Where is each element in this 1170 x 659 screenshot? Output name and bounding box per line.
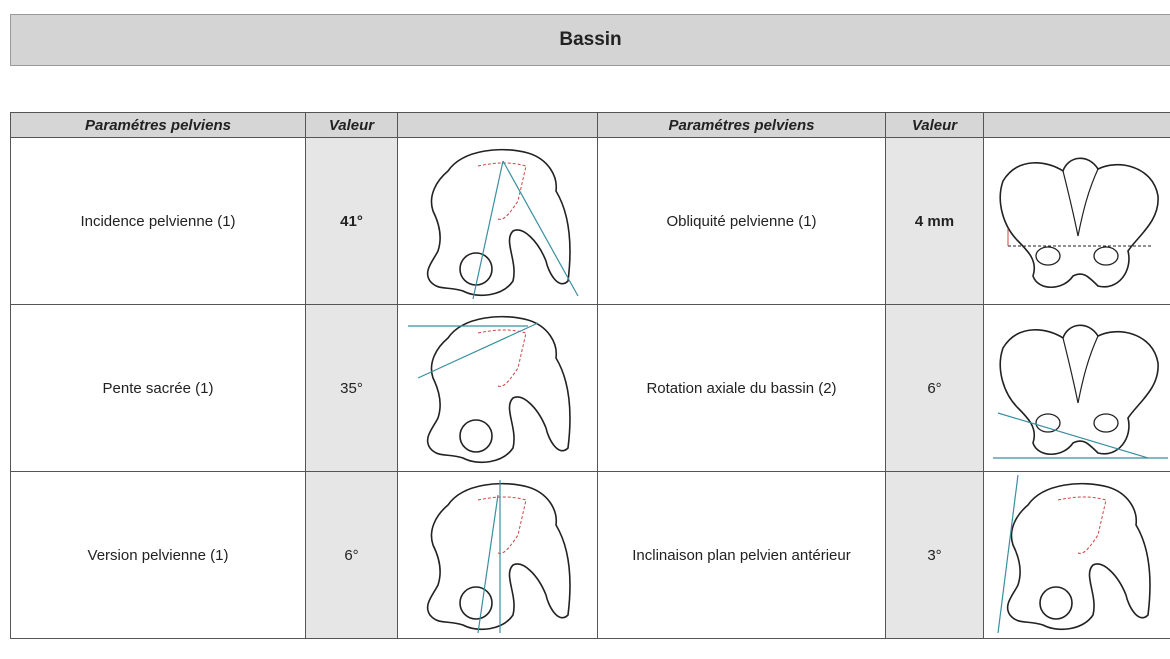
value: 3° xyxy=(885,471,984,639)
pelvis-sketch xyxy=(407,308,588,468)
image-header xyxy=(983,112,1170,138)
value: 41° xyxy=(305,137,398,305)
column-header: Valeur xyxy=(305,112,398,138)
image-cell xyxy=(397,304,598,472)
table-row: Incidence pelvienne (1) 41° Obliquité pe… xyxy=(10,137,1170,305)
image-header xyxy=(397,112,598,138)
pelvic-table: Paramétres pelviens Valeur Paramétres pe… xyxy=(10,112,1170,639)
pelvis-sketch xyxy=(993,308,1168,459)
column-header: Paramétres pelviens xyxy=(10,112,306,138)
parameter: Pente sacrée (1) xyxy=(10,304,306,472)
parameter: Inclinaison plan pelvien antérieur xyxy=(597,471,886,639)
table-row: Version pelvienne (1) 6° Inclinaison pla… xyxy=(10,471,1170,639)
parameter: Rotation axiale du bassin (2) xyxy=(597,304,886,472)
image-cell xyxy=(397,137,598,305)
value: 4 mm xyxy=(885,137,984,305)
image-cell xyxy=(983,137,1170,305)
parameter: Version pelvienne (1) xyxy=(10,471,306,639)
parameter: Obliquité pelvienne (1) xyxy=(597,137,886,305)
value: 6° xyxy=(305,471,398,639)
table-row: Pente sacrée (1) 35° Rotation axiale du … xyxy=(10,304,1170,472)
pelvis-sketch xyxy=(408,480,588,634)
column-header: Valeur xyxy=(885,112,984,138)
image-cell xyxy=(397,471,598,639)
value: 35° xyxy=(305,304,398,472)
image-cell xyxy=(983,471,1170,639)
pelvis-sketch xyxy=(408,141,579,300)
value: 6° xyxy=(885,304,984,472)
image-cell xyxy=(983,304,1170,472)
pelvis-sketch xyxy=(988,141,1168,301)
pelvis-sketch xyxy=(997,475,1168,634)
section-title: Bassin xyxy=(10,14,1170,66)
parameter: Incidence pelvienne (1) xyxy=(10,137,306,305)
header-row: Paramétres pelviens Valeur Paramétres pe… xyxy=(10,112,1170,138)
column-header: Paramétres pelviens xyxy=(597,112,886,138)
